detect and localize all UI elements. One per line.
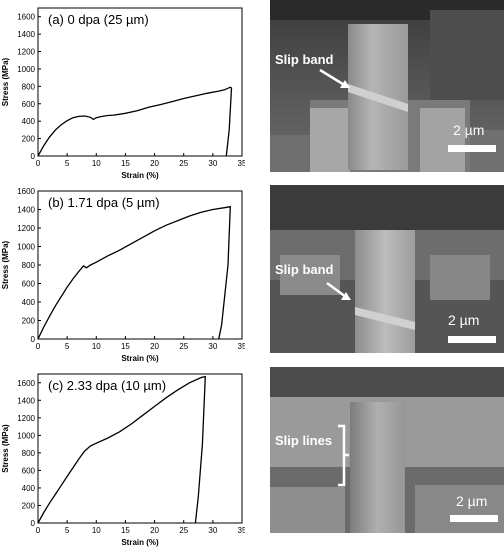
x-tick-label: 35 xyxy=(238,342,245,351)
y-tick-label: 200 xyxy=(22,135,36,144)
y-tick-label: 600 xyxy=(22,100,36,109)
sem-image-c: Slip lines 2 µm xyxy=(270,367,504,533)
stress-strain-chart-c: 0 5 10 15 20 25 30 35 0 200 400 600 800 1000 1200 1400 1… xyxy=(1,373,247,547)
y-axis-label: Stress (MPa) xyxy=(1,424,10,473)
y-tick-label: 1600 xyxy=(17,13,35,22)
y-tick-label: 1600 xyxy=(17,379,35,388)
stress-strain-curve xyxy=(37,375,206,524)
slip-band-arrow-a xyxy=(319,68,350,88)
y-tick-label: 1000 xyxy=(17,65,35,74)
x-tick-label: 35 xyxy=(238,159,245,168)
y-tick-label: 200 xyxy=(22,501,36,510)
y-axis-label: Stress (MPa) xyxy=(1,240,10,289)
scale-bar-a xyxy=(448,145,496,152)
scale-bar-c xyxy=(450,515,498,522)
stress-strain-curve xyxy=(37,86,233,157)
scale-bar-label-c: 2 µm xyxy=(456,493,488,509)
y-tick-label: 1600 xyxy=(17,187,35,196)
x-tick-label: 15 xyxy=(121,526,130,535)
plot-frame xyxy=(37,190,243,340)
x-tick-label: 0 xyxy=(36,342,41,351)
x-tick-label: 30 xyxy=(208,526,217,535)
plot-frame xyxy=(37,7,243,157)
x-tick-label: 20 xyxy=(150,159,159,168)
sem-micrograph-b xyxy=(270,185,504,353)
scale-bar-b xyxy=(448,336,496,343)
stress-strain-chart-b: 0 5 10 15 20 25 30 35 0 200 400 600 800 1000 1200 1400 1… xyxy=(1,187,247,363)
sem-image-a: Slip band 2 µm xyxy=(270,0,504,172)
y-tick-label: 200 xyxy=(22,317,36,326)
y-tick-label: 1400 xyxy=(17,396,35,405)
sem-image-b: Slip band 2 µm xyxy=(270,185,504,353)
x-tick-label: 25 xyxy=(179,159,188,168)
y-tick-label: 400 xyxy=(22,298,36,307)
y-tick-label: 0 xyxy=(31,152,36,161)
y-tick-label: 0 xyxy=(31,519,36,528)
x-tick-label: 20 xyxy=(150,342,159,351)
x-tick-label: 5 xyxy=(65,526,70,535)
slip-band-label-a: Slip band xyxy=(275,52,334,67)
slip-lines-bracket-c xyxy=(338,424,349,487)
chart-title: (c) 2.33 dpa (10 µm) xyxy=(48,378,166,393)
x-tick-label: 5 xyxy=(65,342,70,351)
x-tick-label: 15 xyxy=(121,342,130,351)
chart-panel-b: 0 5 10 15 20 25 30 35 0 200 400 600 800 1000 1200 1400 1… xyxy=(0,183,247,366)
y-tick-label: 1200 xyxy=(17,224,35,233)
stress-strain-curve xyxy=(37,205,231,340)
x-tick-label: 30 xyxy=(208,342,217,351)
scale-bar-label-b: 2 µm xyxy=(448,312,480,328)
y-tick-label: 1200 xyxy=(17,414,35,423)
chart-panel-c: 0 5 10 15 20 25 30 35 0 200 400 600 800 1000 1200 1400 1… xyxy=(0,366,247,550)
plot-frame xyxy=(37,373,243,524)
y-axis-label: Stress (MPa) xyxy=(1,57,10,106)
x-tick-label: 10 xyxy=(92,342,101,351)
x-axis-label: Strain (%) xyxy=(121,171,159,180)
x-axis-label: Strain (%) xyxy=(121,538,159,547)
scale-bar-label-a: 2 µm xyxy=(453,122,485,138)
x-tick-label: 25 xyxy=(179,342,188,351)
y-tick-label: 600 xyxy=(22,466,36,475)
x-axis-label: Strain (%) xyxy=(121,354,159,363)
x-tick-label: 30 xyxy=(208,159,217,168)
y-tick-label: 400 xyxy=(22,484,36,493)
x-tick-label: 25 xyxy=(179,526,188,535)
slip-lines-label-c: Slip lines xyxy=(275,433,333,448)
chart-panel-a: 0 5 10 15 20 25 30 35 0 200 400 600 800 1000 1200 1400 1… xyxy=(0,0,247,183)
x-tick-label: 35 xyxy=(238,526,245,535)
y-tick-label: 1200 xyxy=(17,48,35,57)
x-tick-label: 0 xyxy=(36,526,41,535)
y-tick-label: 1400 xyxy=(17,206,35,215)
y-tick-label: 0 xyxy=(31,335,36,344)
stress-strain-chart-a: 0 5 10 15 20 25 30 35 0 200 400 600 800 1000 1200 1400 1… xyxy=(1,7,247,180)
sem-micrograph-c xyxy=(270,367,504,533)
x-tick-label: 20 xyxy=(150,526,159,535)
chart-title: (a) 0 dpa (25 µm) xyxy=(48,12,149,27)
sem-micrograph-a xyxy=(270,0,504,172)
y-tick-label: 600 xyxy=(22,280,36,289)
y-tick-label: 800 xyxy=(22,261,36,270)
y-tick-label: 1000 xyxy=(17,431,35,440)
x-tick-label: 5 xyxy=(65,159,70,168)
y-tick-label: 400 xyxy=(22,117,36,126)
slip-band-arrow-b xyxy=(326,281,351,300)
y-tick-label: 800 xyxy=(22,82,36,91)
x-tick-label: 10 xyxy=(92,526,101,535)
slip-band-label-b: Slip band xyxy=(275,262,334,277)
chart-title: (b) 1.71 dpa (5 µm) xyxy=(48,195,160,210)
x-tick-label: 10 xyxy=(92,159,101,168)
x-tick-label: 0 xyxy=(36,159,41,168)
x-tick-label: 15 xyxy=(121,159,130,168)
y-tick-label: 1400 xyxy=(17,30,35,39)
y-tick-label: 800 xyxy=(22,449,36,458)
y-tick-label: 1000 xyxy=(17,243,35,252)
